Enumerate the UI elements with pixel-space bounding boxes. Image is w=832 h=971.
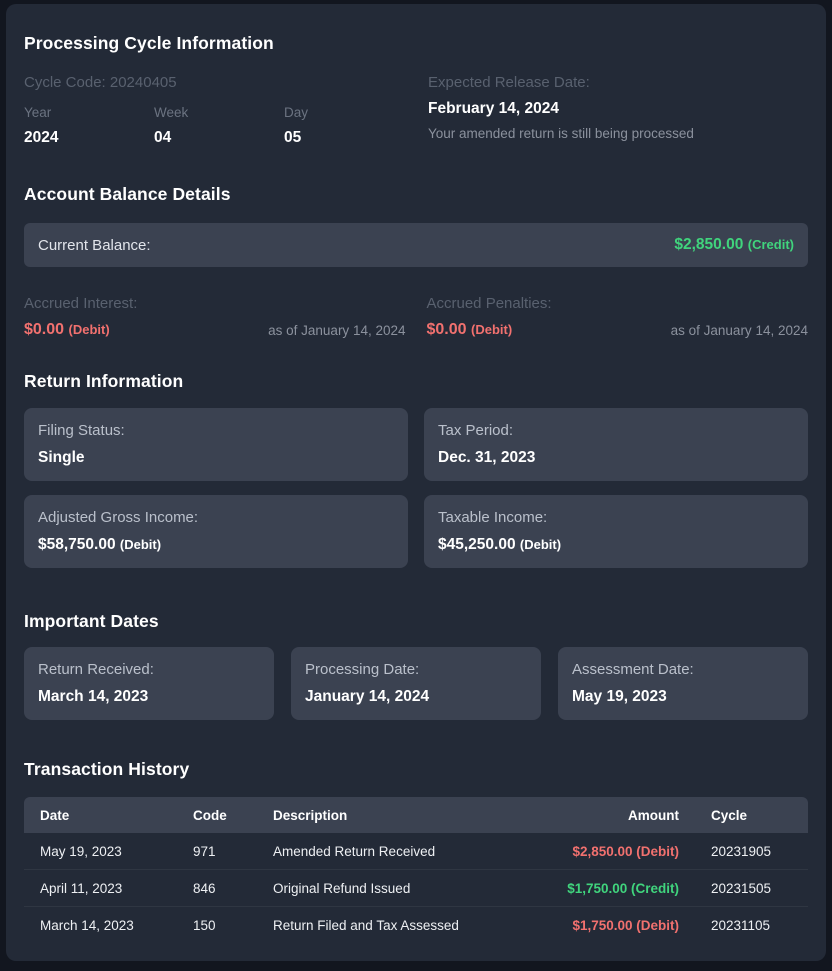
cycle-day-value: 05	[284, 129, 302, 146]
filing-status-card: Filing Status: Single	[24, 408, 408, 481]
cell-amount: $2,850.00 (Debit)	[572, 843, 679, 859]
processing-date-label: Processing Date:	[305, 661, 420, 678]
transcript-panel: Processing Cycle Information Cycle Code:…	[6, 4, 826, 961]
important-dates-title: Important Dates	[24, 611, 159, 631]
agi-value: $58,750.00 (Debit)	[38, 536, 162, 553]
cell-description: Original Refund Issued	[273, 880, 411, 896]
transaction-history-title: Transaction History	[24, 759, 190, 779]
col-header-amount: Amount	[628, 807, 679, 823]
accrued-penalties-label: Accrued Penalties:	[426, 295, 552, 312]
expected-release: Expected Release Date: February 14, 2024…	[428, 74, 694, 147]
accrued-interest-amount: $0.00 (Debit)	[24, 321, 110, 338]
tax-period-label: Tax Period:	[438, 422, 514, 439]
current-balance-amount: $2,850.00 (Credit)	[674, 236, 794, 253]
cycle-code-line: Cycle Code: 20240405	[24, 74, 177, 91]
filing-status-value: Single	[38, 449, 85, 466]
filing-status-label: Filing Status:	[38, 422, 125, 439]
current-balance-suffix: (Credit)	[747, 237, 794, 252]
cell-cycle: 20231905	[711, 843, 772, 859]
processing-date-card: Processing Date: January 14, 2024	[291, 647, 541, 720]
return-information-title: Return Information	[24, 371, 184, 391]
col-header-cycle: Cycle	[711, 807, 748, 823]
accrued-interest-asof: as of January 14, 2024	[268, 323, 406, 338]
col-header-code: Code	[193, 807, 227, 823]
agi-label: Adjusted Gross Income:	[38, 509, 199, 526]
cell-description: Amended Return Received	[273, 843, 436, 859]
taxable-income-value: $45,250.00 (Debit)	[438, 536, 562, 553]
cycle-week-value: 04	[154, 129, 172, 146]
taxable-income-label: Taxable Income:	[438, 509, 548, 526]
assessment-date-card: Assessment Date: May 19, 2023	[558, 647, 808, 720]
current-balance-label: Current Balance:	[38, 236, 151, 254]
cell-code: 150	[193, 918, 216, 933]
cell-cycle: 20231105	[711, 918, 771, 933]
cycle-week-label: Week	[154, 105, 189, 120]
col-header-date: Date	[40, 807, 70, 823]
cell-amount: $1,750.00 (Debit)	[572, 918, 679, 933]
cycle-week: Week 04	[154, 105, 284, 147]
table-row: March 14, 2023 150 Return Filed and Tax …	[24, 907, 808, 944]
expected-release-value: February 14, 2024	[428, 100, 559, 117]
return-received-label: Return Received:	[38, 661, 154, 678]
return-received-card: Return Received: March 14, 2023	[24, 647, 274, 720]
accrued-penalties: Accrued Penalties: $0.00 (Debit) as of J…	[427, 295, 809, 340]
accrued-penalties-amount: $0.00 (Debit)	[426, 321, 513, 338]
taxable-income-card: Taxable Income: $45,250.00 (Debit)	[424, 495, 808, 568]
cycle-year-value: 2024	[24, 129, 59, 146]
processing-cycle-title: Processing Cycle Information	[24, 33, 274, 53]
table-row: April 11, 2023 846 Original Refund Issue…	[24, 870, 808, 907]
cycle-year: Year 2024	[24, 105, 154, 147]
cell-code: 971	[193, 843, 216, 859]
transaction-table: Date Code Description Amount Cycle May 1…	[24, 797, 808, 944]
transaction-table-header: Date Code Description Amount Cycle	[24, 797, 808, 833]
table-row: May 19, 2023 971 Amended Return Received…	[24, 833, 808, 870]
assessment-date-value: May 19, 2023	[572, 688, 667, 705]
current-balance-row: Current Balance: $2,850.00 (Credit)	[24, 223, 808, 267]
account-balance-title: Account Balance Details	[24, 184, 231, 204]
processing-cycle-section: Processing Cycle Information Cycle Code:…	[24, 32, 808, 147]
processing-status-note: Your amended return is still being proce…	[428, 126, 694, 141]
important-dates-section: Important Dates Return Received: March 1…	[24, 610, 808, 720]
cell-cycle: 20231505	[711, 880, 772, 896]
tax-period-card: Tax Period: Dec. 31, 2023	[424, 408, 808, 481]
cell-date: March 14, 2023	[40, 918, 134, 933]
cell-date: May 19, 2023	[40, 843, 122, 859]
processing-date-value: January 14, 2024	[305, 688, 430, 705]
expected-release-label: Expected Release Date:	[428, 74, 590, 91]
accrued-interest: Accrued Interest: $0.00 (Debit) as of Ja…	[24, 295, 406, 340]
assessment-date-label: Assessment Date:	[572, 661, 694, 678]
return-received-value: March 14, 2023	[38, 688, 149, 705]
transaction-history-section: Transaction History Date Code Descriptio…	[24, 758, 808, 944]
tax-period-value: Dec. 31, 2023	[438, 449, 536, 466]
cell-amount: $1,750.00 (Credit)	[567, 880, 679, 896]
col-header-description: Description	[273, 807, 348, 823]
cycle-day-label: Day	[284, 105, 309, 120]
account-balance-section: Account Balance Details Current Balance:…	[24, 183, 808, 340]
agi-card: Adjusted Gross Income: $58,750.00 (Debit…	[24, 495, 408, 568]
cycle-year-label: Year	[24, 105, 52, 120]
cell-code: 846	[193, 880, 216, 896]
cell-description: Return Filed and Tax Assessed	[273, 918, 459, 933]
accrued-penalties-asof: as of January 14, 2024	[670, 323, 808, 338]
cell-date: April 11, 2023	[40, 880, 123, 896]
accrued-interest-label: Accrued Interest:	[24, 295, 138, 312]
cycle-day: Day 05	[284, 105, 414, 147]
return-information-section: Return Information Filing Status: Single…	[24, 370, 808, 568]
